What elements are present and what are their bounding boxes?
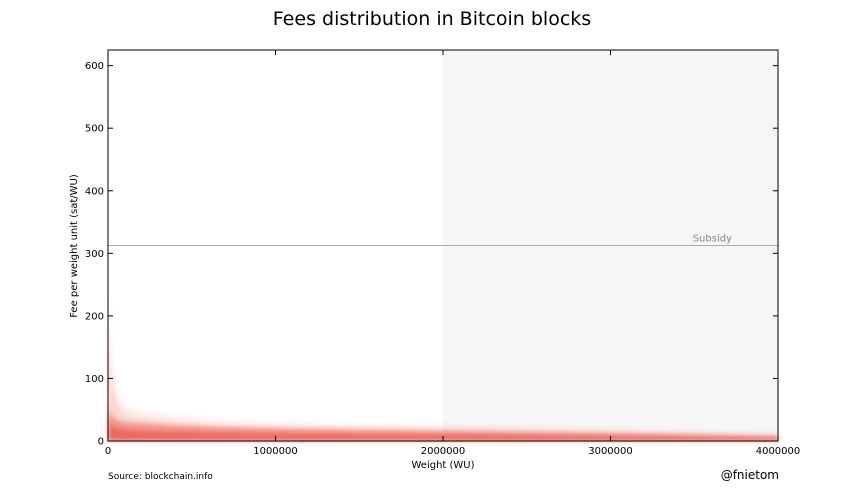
y-tick-label: 200 [85, 311, 104, 322]
y-tick-label: 0 [98, 437, 104, 448]
y-axis-label: Fee per weight unit (sat/WU) [69, 174, 80, 318]
y-tick-label: 600 [85, 61, 104, 72]
y-axis: 0 100 200 300 400 500 600 [85, 61, 778, 448]
chart-title: Fees distribution in Bitcoin blocks [273, 8, 591, 30]
x-axis: 0 1000000 2000000 3000000 4000000 [105, 50, 800, 457]
subsidy-label: Subsidy [693, 234, 732, 245]
x-axis-label: Weight (WU) [411, 460, 474, 471]
density-band-inner [108, 403, 778, 441]
x-tick-label: 3000000 [588, 446, 633, 457]
y-tick-label: 100 [85, 374, 104, 385]
y-tick-label: 300 [85, 249, 104, 260]
source-note: Source: blockchain.info [108, 472, 213, 482]
fee-density [108, 253, 778, 441]
credit-note: @fnietom [721, 468, 779, 482]
x-tick-label: 4000000 [756, 446, 801, 457]
x-tick-label: 0 [105, 446, 111, 457]
x-tick-label: 1000000 [253, 446, 298, 457]
density-band-core [108, 418, 778, 441]
x-tick-label: 2000000 [421, 446, 466, 457]
y-tick-label: 500 [85, 124, 104, 135]
y-tick-label: 400 [85, 186, 104, 197]
